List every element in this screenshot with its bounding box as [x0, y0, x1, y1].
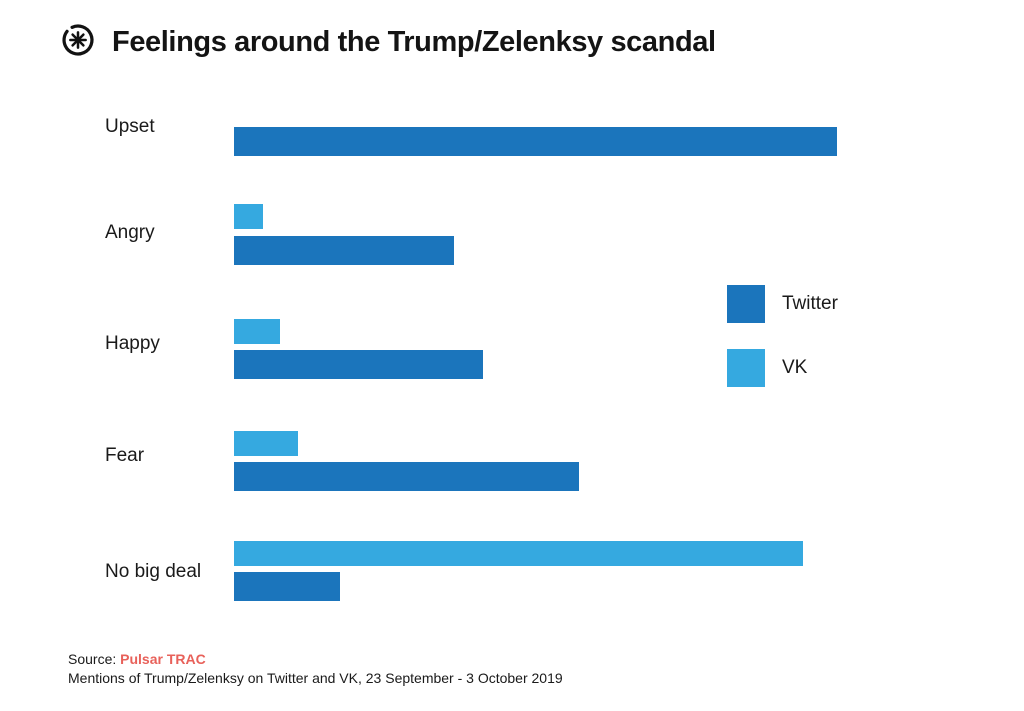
- source-caption: Mentions of Trump/Zelenksy on Twitter an…: [68, 670, 563, 686]
- category-label-no-big-deal: No big deal: [105, 561, 202, 582]
- category-label-fear: Fear: [105, 445, 145, 466]
- source-line: Source: Pulsar TRAC: [68, 650, 563, 669]
- legend-entry-twitter: Twitter: [727, 285, 887, 323]
- legend-label-twitter: Twitter: [782, 293, 838, 314]
- bar-happy-twitter: [234, 350, 483, 379]
- bar-angry-twitter: [234, 236, 454, 265]
- page-title: Feelings around the Trump/Zelenksy scand…: [112, 26, 716, 58]
- bar-happy-vk: [234, 319, 280, 344]
- source-name: Pulsar TRAC: [120, 651, 206, 667]
- bar-angry-vk: [234, 204, 263, 229]
- source-block: Source: Pulsar TRAC Mentions of Trump/Ze…: [68, 650, 563, 688]
- category-label-angry: Angry: [105, 222, 155, 243]
- bar-no-big-deal-twitter: [234, 572, 340, 601]
- bar-fear-twitter: [234, 462, 579, 491]
- bar-fear-vk: [234, 431, 298, 456]
- source-prefix: Source:: [68, 651, 117, 667]
- legend-entry-vk: VK: [727, 349, 887, 387]
- header: Feelings around the Trump/Zelenksy scand…: [0, 0, 1024, 80]
- pulsar-asterisk-logo: [62, 24, 94, 56]
- bar-upset-twitter: [234, 127, 837, 156]
- category-label-happy: Happy: [105, 333, 160, 354]
- category-label-upset: Upset: [105, 116, 155, 137]
- twitter-legend-swatch: [727, 285, 765, 323]
- bar-no-big-deal-vk: [234, 541, 803, 566]
- vk-legend-swatch: [727, 349, 765, 387]
- legend-label-vk: VK: [782, 357, 808, 378]
